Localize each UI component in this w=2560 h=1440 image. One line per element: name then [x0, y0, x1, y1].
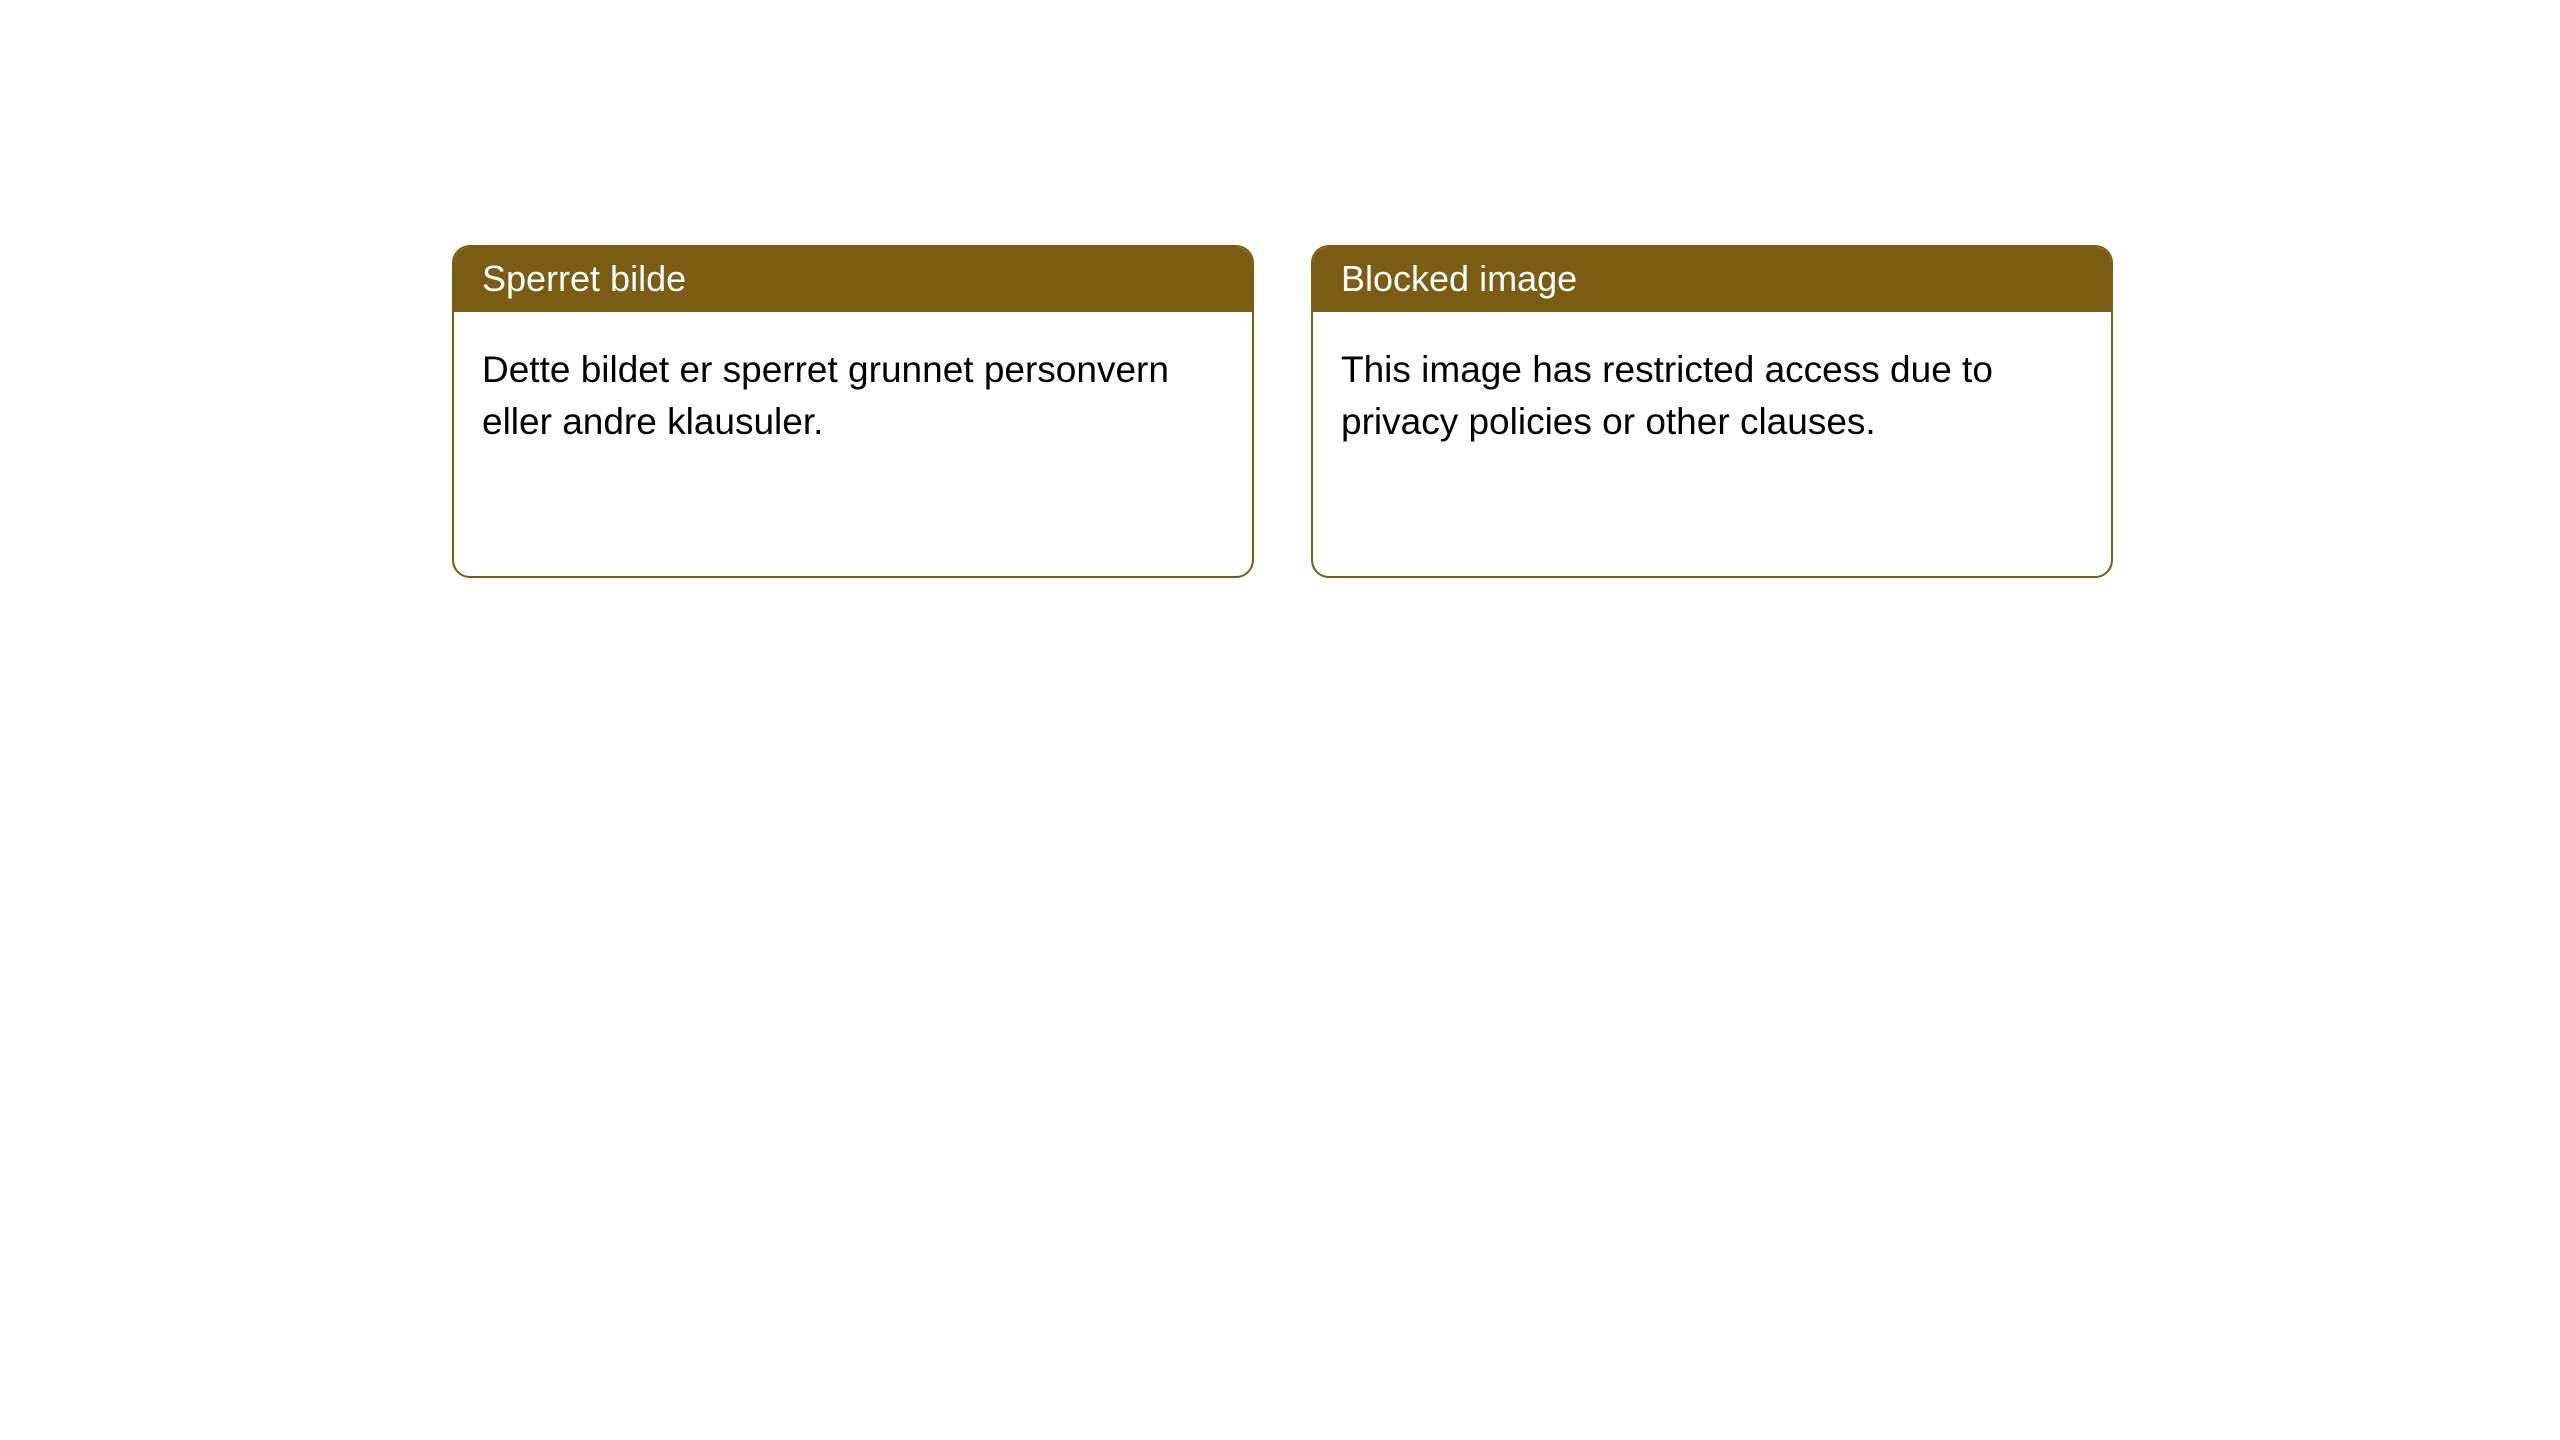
notice-body: Dette bildet er sperret grunnet personve… — [454, 312, 1252, 480]
notice-body: This image has restricted access due to … — [1313, 312, 2111, 480]
notice-title: Blocked image — [1341, 258, 1577, 299]
notice-card-english: Blocked image This image has restricted … — [1311, 245, 2113, 578]
notice-message: Dette bildet er sperret grunnet personve… — [482, 349, 1169, 442]
notice-header: Blocked image — [1313, 247, 2111, 312]
notices-container: Sperret bilde Dette bildet er sperret gr… — [0, 0, 2560, 578]
notice-message: This image has restricted access due to … — [1341, 349, 1993, 442]
notice-title: Sperret bilde — [482, 258, 686, 299]
notice-header: Sperret bilde — [454, 247, 1252, 312]
notice-card-norwegian: Sperret bilde Dette bildet er sperret gr… — [452, 245, 1254, 578]
